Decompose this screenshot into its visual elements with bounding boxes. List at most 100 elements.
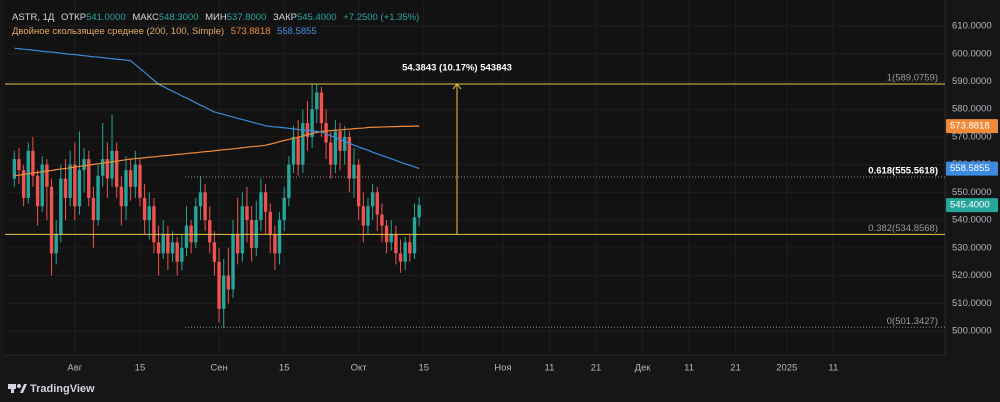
candle-body — [180, 247, 184, 262]
candle-body — [235, 233, 240, 254]
y-tick-label: 520.0000 — [952, 270, 992, 281]
fib-label: 0.618(555.5618) — [868, 165, 938, 176]
candle-body — [408, 242, 412, 254]
indicator-name: Двойное скользящее среднее (200, 100, Si… — [12, 26, 225, 37]
candle-body — [119, 186, 124, 207]
candle-body — [277, 220, 282, 254]
candle-body — [398, 253, 403, 262]
fib-label: 0(501.3427) — [887, 316, 938, 327]
candle-body — [380, 214, 384, 226]
candle-body — [366, 206, 370, 226]
ohlc-value: 545.4000 — [296, 12, 337, 23]
candle-body — [152, 206, 156, 243]
candle-body — [105, 159, 110, 179]
measure-arrow — [452, 83, 462, 90]
candle-body — [142, 197, 147, 221]
ohlc-key: ОТКР — [60, 12, 87, 23]
candle-body — [40, 164, 44, 207]
candle-body — [198, 192, 203, 207]
candle-body — [124, 170, 128, 207]
y-tick-label: 510.0000 — [952, 298, 992, 309]
candle-body — [63, 178, 68, 198]
candle-body — [96, 175, 100, 221]
candle-body — [403, 242, 407, 262]
plot-area — [5, 0, 945, 355]
ohlc-key: МАКС — [132, 12, 159, 23]
candle-body — [240, 206, 245, 254]
candle-body — [338, 131, 342, 151]
logo-part — [17, 384, 21, 388]
candle-body — [101, 159, 105, 176]
candle-body — [361, 206, 366, 226]
logo-part — [11, 384, 14, 393]
y-tick-label: 590.0000 — [952, 76, 992, 87]
candle-body — [133, 164, 137, 187]
candle-body — [296, 136, 300, 165]
candle-body — [226, 275, 231, 290]
candle-body — [45, 164, 49, 187]
candle-body — [184, 225, 189, 248]
candle-body — [417, 205, 421, 218]
candle-body — [394, 233, 398, 254]
overlay: 500.0000 510.0000 520.0000 530.0000 540.0000… — [5, 21, 998, 374]
fib-label: 1(589.0759) — [887, 73, 938, 84]
x-tick-label: 15 — [419, 363, 430, 374]
candle-body — [21, 170, 26, 198]
candle-body — [175, 242, 179, 262]
price-tag-label: 573.8818 — [950, 121, 990, 132]
candle-body — [319, 92, 324, 124]
price-tag — [946, 198, 998, 213]
candle-body — [222, 275, 226, 309]
candle-body — [231, 233, 235, 290]
x-tick-label: 11 — [545, 363, 555, 374]
candle-body — [156, 242, 161, 254]
candle-body — [287, 164, 291, 198]
brand: TradingView — [30, 383, 95, 395]
ma-line — [14, 47, 420, 170]
candle-body — [352, 164, 356, 179]
x-tick-label: Окт — [351, 363, 368, 374]
logo-part — [20, 384, 27, 393]
ohlc-row: ASTR, 1Д ОТКР541.0000 МАКС548.3000 МИН53… — [12, 11, 419, 25]
candle-body — [412, 217, 417, 254]
price-tag — [946, 161, 998, 176]
candle-body — [273, 233, 277, 254]
candle-body — [301, 123, 305, 165]
candle-body — [138, 164, 142, 198]
candle-body — [259, 192, 263, 221]
candle-body — [315, 92, 319, 110]
x-tick-label: 11 — [684, 363, 694, 374]
price-tag-label: 558.5855 — [950, 163, 990, 174]
candle-body — [170, 242, 175, 254]
price-tag-label: 545.4000 — [950, 200, 990, 211]
indicator-value: 573.8818 — [230, 26, 271, 37]
candle-body — [282, 197, 286, 221]
candle-body — [147, 206, 151, 221]
candle-body — [54, 233, 58, 254]
fib-label: 0.382(534.8568) — [868, 223, 938, 234]
price-tag — [946, 119, 998, 134]
candle-body — [324, 123, 328, 143]
x-tick-label: Ноя — [494, 363, 511, 374]
candle-body — [333, 131, 338, 165]
candle-body — [291, 136, 296, 165]
candle-body — [389, 233, 393, 243]
y-tick-label: 580.0000 — [952, 104, 992, 115]
legend-header: ASTR, 1Д ОТКР541.0000 МАКС548.3000 МИН53… — [12, 11, 419, 39]
x-tick-label: Авг — [67, 363, 82, 374]
candle-body — [161, 233, 165, 254]
candle-body — [343, 136, 347, 151]
candle-body — [356, 164, 361, 207]
candle-body — [91, 197, 96, 221]
candle-body — [31, 150, 35, 176]
x-tick-label: 11 — [828, 363, 838, 374]
x-tick-label: 21 — [591, 363, 602, 374]
ohlc-value: 548.3000 — [158, 12, 199, 23]
candle-body — [110, 150, 114, 179]
candle-body — [12, 159, 17, 179]
candle-body — [82, 159, 86, 171]
measure-label: 54.3843 (10.17%) 543843 — [402, 63, 512, 74]
candle-body — [114, 150, 119, 187]
candle-body — [35, 175, 40, 207]
